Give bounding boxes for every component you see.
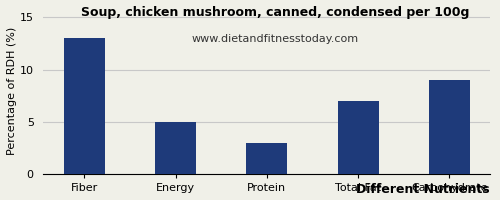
Bar [338,101,378,174]
Bar [155,122,196,174]
Y-axis label: Percentage of RDH (%): Percentage of RDH (%) [7,26,17,155]
Text: Soup, chicken mushroom, canned, condensed per 100g: Soup, chicken mushroom, canned, condense… [81,6,469,19]
Text: Different Nutrients: Different Nutrients [356,183,490,196]
Bar [429,80,470,174]
Bar [64,38,105,174]
Bar [246,143,288,174]
Text: www.dietandfitnesstoday.com: www.dietandfitnesstoday.com [192,34,358,44]
